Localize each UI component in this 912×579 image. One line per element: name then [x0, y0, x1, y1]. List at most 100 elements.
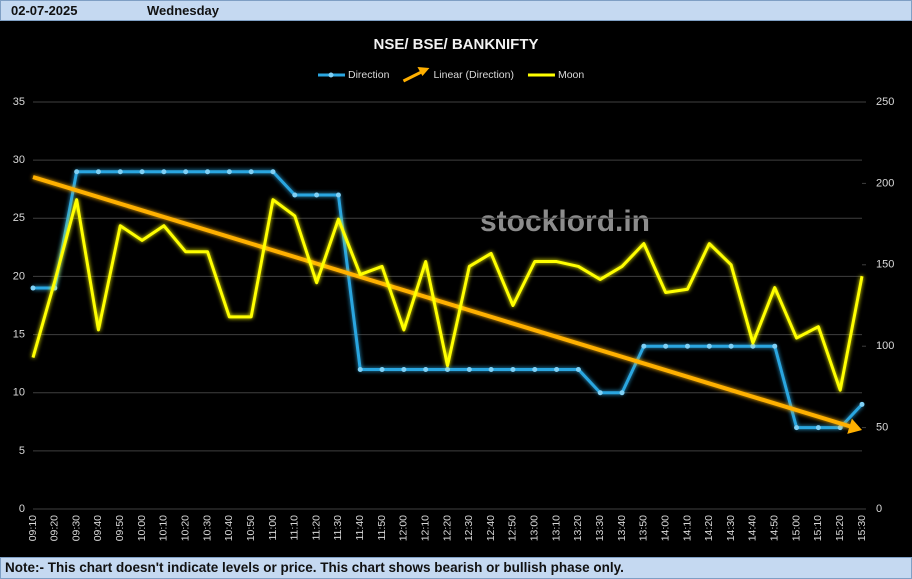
- x-tick-label: 10:00: [136, 515, 148, 541]
- point: [161, 169, 167, 175]
- x-tick-label: 14:20: [703, 515, 715, 541]
- day: Wednesday: [147, 3, 220, 18]
- x-tick-label: 10:50: [245, 515, 257, 541]
- x-tick-label: 09:20: [49, 515, 61, 541]
- point: [663, 343, 669, 349]
- point: [226, 169, 232, 175]
- watermark: stocklord.in: [480, 205, 650, 238]
- x-tick-label: 12:30: [463, 515, 475, 541]
- y2-tick-label: 0: [876, 503, 882, 515]
- legend-label: Direction: [348, 69, 390, 81]
- y-tick-label: 0: [19, 503, 25, 515]
- x-tick-label: 12:50: [507, 515, 519, 541]
- x-tick-label: 15:20: [834, 515, 846, 541]
- point: [74, 169, 80, 175]
- chart-title: NSE/ BSE/ BANKNIFTY: [373, 36, 538, 53]
- point: [335, 192, 341, 198]
- x-tick-label: 11:10: [289, 515, 301, 541]
- legend-label: Moon: [558, 69, 584, 81]
- y-tick-label: 15: [13, 328, 25, 340]
- point: [139, 169, 145, 175]
- x-tick-label: 12:00: [398, 515, 410, 541]
- footer-note: Note:- This chart doesn't indicate level…: [5, 560, 624, 575]
- legend-marker: [328, 72, 334, 78]
- trendline-arrow: [847, 418, 862, 434]
- x-tick-label: 15:00: [790, 515, 802, 541]
- point: [379, 366, 385, 372]
- x-tick-label: 11:40: [354, 515, 366, 541]
- x-tick-label: 13:00: [529, 515, 541, 541]
- x-tick-label: 10:10: [158, 515, 170, 541]
- point: [183, 169, 189, 175]
- y-tick-label: 30: [13, 154, 25, 166]
- x-tick-label: 10:40: [223, 515, 235, 541]
- x-tick-label: 13:20: [572, 515, 584, 541]
- point: [859, 401, 865, 407]
- series-line: [31, 198, 864, 392]
- point: [445, 366, 450, 372]
- legend-swatch: [402, 70, 423, 83]
- header-bar: 02-07-2025 Wednesday: [0, 0, 912, 21]
- point: [248, 169, 254, 175]
- point: [510, 366, 516, 372]
- x-tick-label: 10:30: [201, 515, 213, 541]
- x-tick-label: 13:30: [594, 515, 606, 541]
- point: [554, 366, 560, 372]
- point: [706, 343, 712, 349]
- footer-bar: Note:- This chart doesn't indicate level…: [0, 557, 912, 579]
- x-tick-label: 11:20: [310, 515, 322, 541]
- point: [794, 425, 800, 431]
- point: [95, 169, 101, 175]
- point: [772, 343, 778, 349]
- x-tick-label: 13:50: [638, 515, 650, 541]
- point: [292, 192, 298, 198]
- legend-arrow: [417, 67, 430, 76]
- point: [314, 192, 320, 198]
- point: [30, 285, 36, 291]
- x-tick-label: 09:50: [114, 515, 126, 541]
- x-tick-label: 14:40: [747, 515, 759, 541]
- x-tick-label: 14:00: [659, 515, 671, 541]
- point: [728, 343, 734, 349]
- point: [641, 343, 647, 349]
- x-tick-label: 15:30: [856, 515, 868, 541]
- point: [684, 343, 690, 349]
- y2-tick-label: 250: [876, 96, 894, 108]
- x-tick-label: 11:50: [376, 515, 388, 541]
- y-tick-label: 20: [13, 270, 25, 282]
- x-tick-label: 11:30: [332, 515, 344, 541]
- x-tick-label: 09:40: [92, 515, 104, 541]
- x-tick-label: 10:20: [179, 515, 191, 541]
- series-line: [33, 170, 864, 430]
- y2-tick-label: 200: [876, 177, 894, 189]
- x-tick-label: 11:00: [267, 515, 279, 541]
- x-tick-label: 12:40: [485, 515, 497, 541]
- point: [357, 366, 363, 372]
- x-tick-label: 09:10: [27, 515, 39, 541]
- legend-label: Linear (Direction): [433, 69, 514, 81]
- chart: NSE/ BSE/ BANKNIFTY stocklord.in 0 5 10 15 2…: [13, 36, 895, 541]
- point: [205, 169, 211, 175]
- y2-tick-label: 150: [876, 259, 894, 271]
- date: 02-07-2025: [11, 3, 78, 18]
- y-tick-label: 25: [13, 212, 25, 224]
- point: [488, 366, 494, 372]
- x-tick-label: 12:10: [419, 515, 431, 541]
- point: [466, 366, 472, 372]
- point: [270, 169, 276, 175]
- x-tick-label: 14:10: [681, 515, 693, 541]
- x-tick-label: 12:20: [441, 515, 453, 541]
- x-tick-label: 15:10: [812, 515, 824, 541]
- y2-tick-label: 100: [876, 340, 894, 352]
- trendline: [32, 175, 854, 430]
- x-tick-label: 13:10: [550, 515, 562, 541]
- y-tick-label: 5: [19, 445, 25, 457]
- x-tick-label: 14:50: [769, 515, 781, 541]
- point: [532, 366, 538, 372]
- x-tick-label: 13:40: [616, 515, 628, 541]
- x-tick-label: 14:30: [725, 515, 737, 541]
- point: [575, 366, 581, 372]
- y2-tick-label: 50: [876, 422, 888, 434]
- y-tick-label: 10: [13, 387, 25, 399]
